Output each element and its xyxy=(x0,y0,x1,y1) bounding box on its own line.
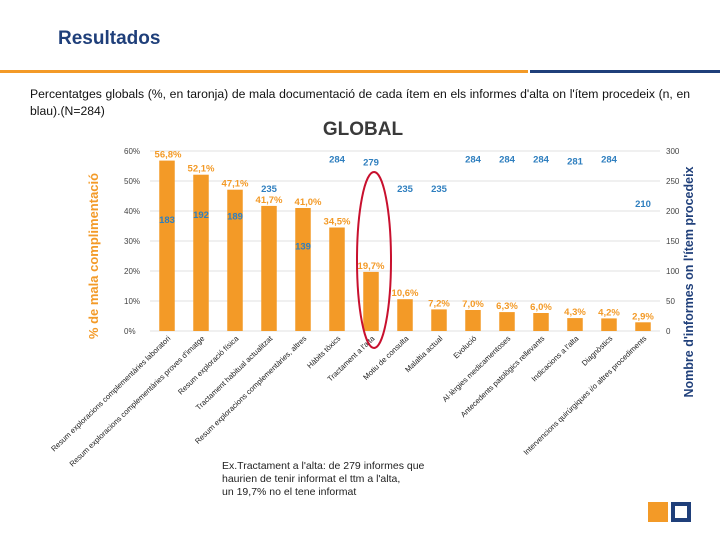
y2-tick-label: 250 xyxy=(666,177,680,186)
bar-percent-label: 41,7% xyxy=(256,195,283,206)
page-title: Resultados xyxy=(58,28,161,49)
y-tick-label: 30% xyxy=(124,237,140,246)
bar-percent-label: 34,5% xyxy=(324,217,351,228)
bar-count-label: 284 xyxy=(465,155,482,166)
bar xyxy=(159,160,175,331)
bar xyxy=(227,189,243,331)
bar-percent-label: 56,8% xyxy=(155,150,182,161)
category-label: Resum exploracions complementàries labor… xyxy=(49,334,172,454)
category-label: Evolució xyxy=(451,334,478,360)
bar-count-label: 189 xyxy=(227,212,243,223)
y2-tick-label: 300 xyxy=(666,147,680,156)
category-label: Intervencions quirúrgiques i/o altres pr… xyxy=(522,334,649,457)
bar xyxy=(329,227,345,331)
bar-count-label: 192 xyxy=(193,210,209,221)
logo-orange-square xyxy=(648,502,668,522)
chart-title: GLOBAL xyxy=(323,119,404,140)
bar-percent-label: 41,0% xyxy=(295,197,322,208)
bar-percent-label: 7,0% xyxy=(462,299,484,310)
category-label: Al·lèrgies medicamentoses xyxy=(441,334,513,404)
bar-count-label: 139 xyxy=(295,242,311,253)
bar-count-label: 210 xyxy=(635,199,651,210)
bar xyxy=(261,205,277,331)
bar xyxy=(567,318,583,331)
category-label: Diagnòstics xyxy=(580,334,615,368)
header-rule-orange xyxy=(0,70,528,73)
bar-percent-label: 6,0% xyxy=(530,302,552,313)
bar-count-label: 284 xyxy=(533,155,550,166)
bar-count-label: 235 xyxy=(397,184,414,195)
bar-count-label: 284 xyxy=(499,155,516,166)
bar xyxy=(635,322,651,331)
bar-percent-label: 19,7% xyxy=(358,261,385,272)
bar xyxy=(601,318,617,331)
y-tick-label: 0% xyxy=(124,327,136,336)
bar-count-label: 235 xyxy=(431,184,448,195)
bar-count-label: 235 xyxy=(261,184,278,195)
y2-tick-label: 0 xyxy=(666,327,671,336)
logo-blue-square xyxy=(671,502,691,522)
y2-tick-label: 200 xyxy=(666,207,680,216)
highlight-ellipse xyxy=(356,171,392,349)
bar xyxy=(465,310,481,331)
y-tick-label: 40% xyxy=(124,207,140,216)
y-tick-label: 60% xyxy=(124,147,140,156)
bar xyxy=(363,271,379,331)
y2-tick-label: 100 xyxy=(666,267,680,276)
category-label: Resum exploració física xyxy=(176,333,241,396)
bar-count-label: 281 xyxy=(567,156,584,167)
bar-percent-label: 52,1% xyxy=(188,164,215,175)
y2-tick-label: 150 xyxy=(666,237,680,246)
bar xyxy=(533,313,549,331)
y2-tick-label: 50 xyxy=(666,297,675,306)
bar xyxy=(295,208,311,331)
y-tick-label: 20% xyxy=(124,267,140,276)
bar-percent-label: 4,3% xyxy=(564,307,586,318)
bar-percent-label: 4,2% xyxy=(598,307,620,318)
bar-percent-label: 6,3% xyxy=(496,301,518,312)
slide-description: Percentatges globals (%, en taronja) de … xyxy=(30,87,690,118)
y-axis-title: % de mala complimentació xyxy=(86,173,101,339)
bar-count-label: 284 xyxy=(329,155,346,166)
category-label: Resum exploracions complementàries prove… xyxy=(68,334,207,468)
y-tick-label: 50% xyxy=(124,177,140,186)
bar-percent-label: 10,6% xyxy=(392,288,419,299)
y-tick-label: 10% xyxy=(124,297,140,306)
y2-axis-title: Nombre d'informes on l'ítem procedeix xyxy=(682,166,696,397)
chart-note: Ex.Tractament a l'alta: de 279 informes … xyxy=(222,460,425,498)
header-rule-blue xyxy=(530,70,720,73)
bar xyxy=(431,309,447,331)
bar-count-label: 279 xyxy=(363,158,379,169)
bar-percent-label: 2,9% xyxy=(632,311,654,322)
bar-count-label: 183 xyxy=(159,215,175,226)
bar-percent-label: 47,1% xyxy=(222,179,249,190)
bar-count-label: 284 xyxy=(601,155,618,166)
bar xyxy=(193,174,209,331)
bar xyxy=(499,312,515,331)
bar-percent-label: 7,2% xyxy=(428,298,450,309)
bar xyxy=(397,299,413,331)
